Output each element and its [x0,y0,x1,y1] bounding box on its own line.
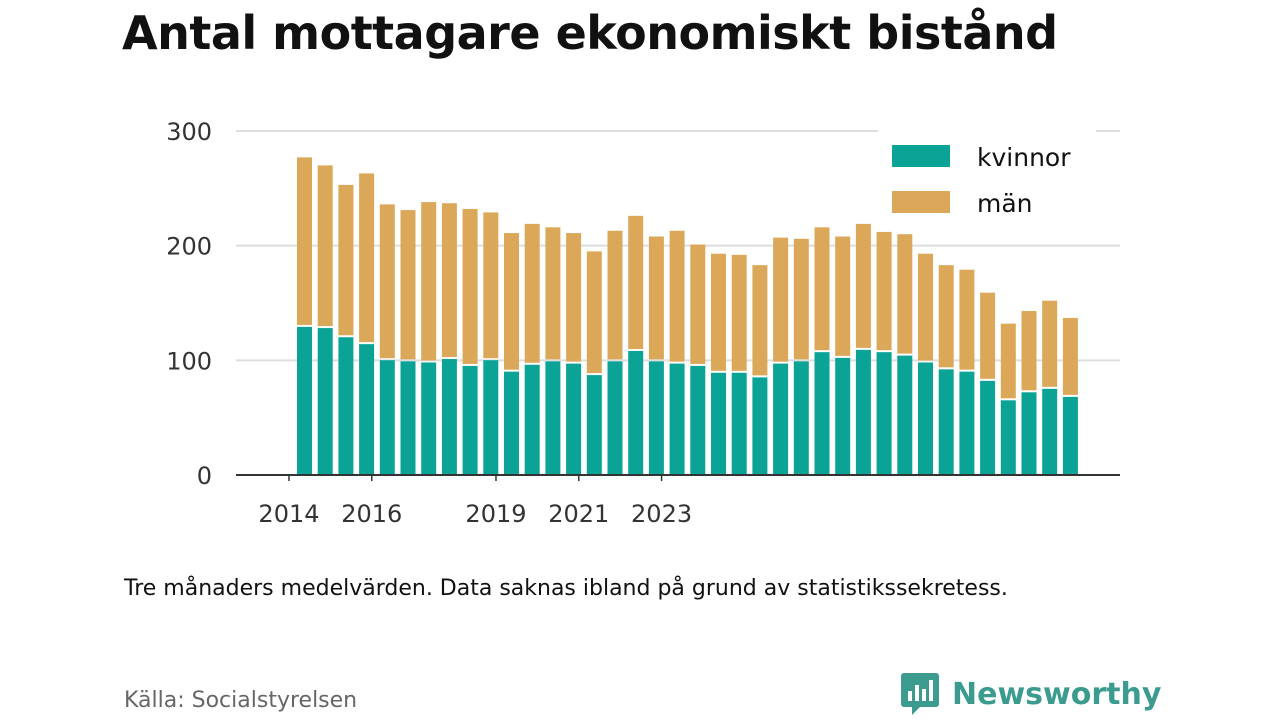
bar-kvinnor [1062,396,1078,475]
legend-label: kvinnor [977,143,1071,172]
bar-man [297,157,312,325]
legend-label: män [977,189,1033,218]
bar-kvinnor [711,372,726,475]
x-tick-label: 2023 [631,500,692,528]
y-tick-label: 100 [166,347,212,375]
bar-man [959,269,975,370]
bar-kvinnor [359,344,375,475]
bar-kvinnor [338,337,354,475]
x-tick-label: 2014 [258,500,319,528]
bar-man [690,244,706,364]
bar-kvinnor [586,375,602,475]
bar-kvinnor [648,361,664,475]
bar-kvinnor [669,363,685,475]
legend: kvinnor män [878,130,1096,230]
bar-man [731,254,747,371]
bar-kvinnor [793,361,809,475]
bar-man [814,227,830,351]
bar-kvinnor [938,369,954,475]
bar-man [918,253,933,361]
bar-kvinnor [1000,400,1016,475]
chart-title: Antal mottagare ekonomiskt bistånd [122,6,1058,60]
bar-kvinnor [504,371,519,475]
bar-man [586,251,602,374]
bar-man [607,230,623,360]
bar-kvinnor [918,362,933,475]
source-label: Källa: Socialstyrelsen [124,688,358,713]
bar-kvinnor [752,377,768,475]
bar-man [648,236,664,360]
bar-kvinnor [421,362,437,475]
bar-kvinnor [607,361,623,475]
bar-man [711,253,726,371]
axes: 0 100 200 300 2014 2016 2019 2021 2023 [166,118,1120,528]
bar-kvinnor [400,361,416,475]
brand-name: Newsworthy [952,676,1162,712]
bar-man [876,231,892,351]
x-tick-label: 2019 [465,500,526,528]
bar-kvinnor [628,351,644,475]
bar-man [566,233,582,362]
bar-kvinnor [317,328,333,475]
bar-kvinnor [524,364,540,475]
bar-man [1021,311,1037,391]
bar-kvinnor [690,365,706,475]
bar-kvinnor [876,352,892,475]
y-tick-label: 300 [166,118,212,146]
bar-group [297,157,1078,475]
bar-kvinnor [1042,388,1058,475]
bar-kvinnor [897,355,913,475]
bar-man [752,265,768,376]
y-tick-label: 200 [166,233,212,261]
legend-swatch [892,145,950,167]
x-tick-label: 2021 [548,500,609,528]
brand-logo: Newsworthy [900,670,1161,718]
bar-man [379,204,395,359]
bar-man [421,202,437,361]
bar-man [545,227,561,360]
bar-kvinnor [731,372,747,475]
bar-kvinnor [379,360,395,475]
bar-man [504,233,519,370]
bar-man [980,292,996,379]
bar-man [628,215,644,350]
bar-man [897,234,913,354]
bar-kvinnor [814,352,830,475]
bar-kvinnor [441,359,457,475]
bar-man [317,165,333,327]
bar-kvinnor [835,357,851,475]
chart-note: Tre månaders medelvärden. Data saknas ib… [124,576,1008,601]
bar-kvinnor [297,326,312,475]
bar-man [1042,300,1058,387]
bar-man [855,223,871,348]
bar-kvinnor [980,380,996,475]
bar-man [1000,323,1016,399]
bar-kvinnor [1021,392,1037,475]
bar-kvinnor [483,360,499,475]
bar-man [400,210,416,360]
bar-kvinnor [773,363,789,475]
bar-kvinnor [855,349,871,475]
newsworthy-logo-icon [901,673,939,715]
stacked-bar-chart: 0 100 200 300 2014 2016 2019 2021 2023 kvinnor mä… [166,118,1120,528]
bar-man [773,237,789,362]
y-tick-label: 0 [197,462,212,490]
bar-man [483,212,499,359]
bar-man [359,173,375,343]
bar-kvinnor [545,361,561,475]
legend-swatch [892,191,950,213]
bar-man [669,230,685,362]
bar-man [793,238,809,360]
bar-man [338,184,354,336]
bar-man [524,223,540,363]
bar-man [835,236,851,356]
x-tick-label: 2016 [341,500,402,528]
bar-man [938,265,954,368]
bar-man [462,208,478,364]
bar-kvinnor [959,371,975,475]
bar-kvinnor [566,363,582,475]
bar-man [1062,317,1078,395]
bar-man [441,203,457,358]
bar-kvinnor [462,365,478,475]
